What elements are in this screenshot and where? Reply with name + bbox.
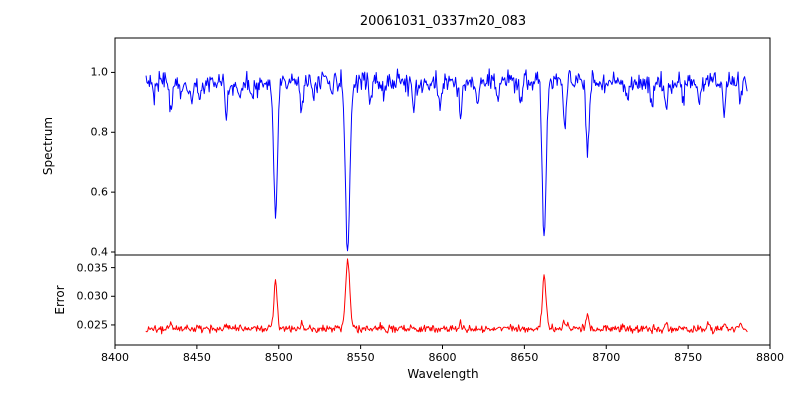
error-line bbox=[145, 258, 748, 335]
x-tick-label: 8700 bbox=[592, 351, 621, 364]
y-tick-label: 0.025 bbox=[76, 318, 109, 332]
figure-title: 20061031_0337m20_083 bbox=[359, 14, 527, 29]
y-tick-label: 0.030 bbox=[76, 289, 109, 303]
x-tick-label: 8400 bbox=[101, 351, 129, 364]
x-tick-label: 8650 bbox=[510, 351, 539, 364]
axes-spine-spectrum bbox=[114, 37, 771, 256]
y-tick-label: 0.4 bbox=[90, 245, 109, 259]
x-tick-label: 8600 bbox=[428, 351, 457, 364]
x-tick-label: 8800 bbox=[756, 351, 784, 364]
y-tick-label: 0.035 bbox=[76, 261, 109, 275]
spectrum-line bbox=[145, 68, 748, 252]
y-tick-label: 1.0 bbox=[90, 65, 109, 79]
error-y-axis-label: Error bbox=[53, 285, 67, 315]
x-tick-label: 8550 bbox=[346, 351, 375, 364]
x-tick-label: 8750 bbox=[674, 351, 703, 364]
x-tick-label: 8450 bbox=[182, 351, 211, 364]
x-tick-label: 8500 bbox=[264, 351, 293, 364]
y-tick-label: 0.6 bbox=[90, 185, 109, 199]
spectrum-y-axis-label: Spectrum bbox=[41, 116, 55, 176]
y-tick-label: 0.8 bbox=[90, 125, 109, 139]
x-axis-label: Wavelength bbox=[407, 367, 479, 381]
